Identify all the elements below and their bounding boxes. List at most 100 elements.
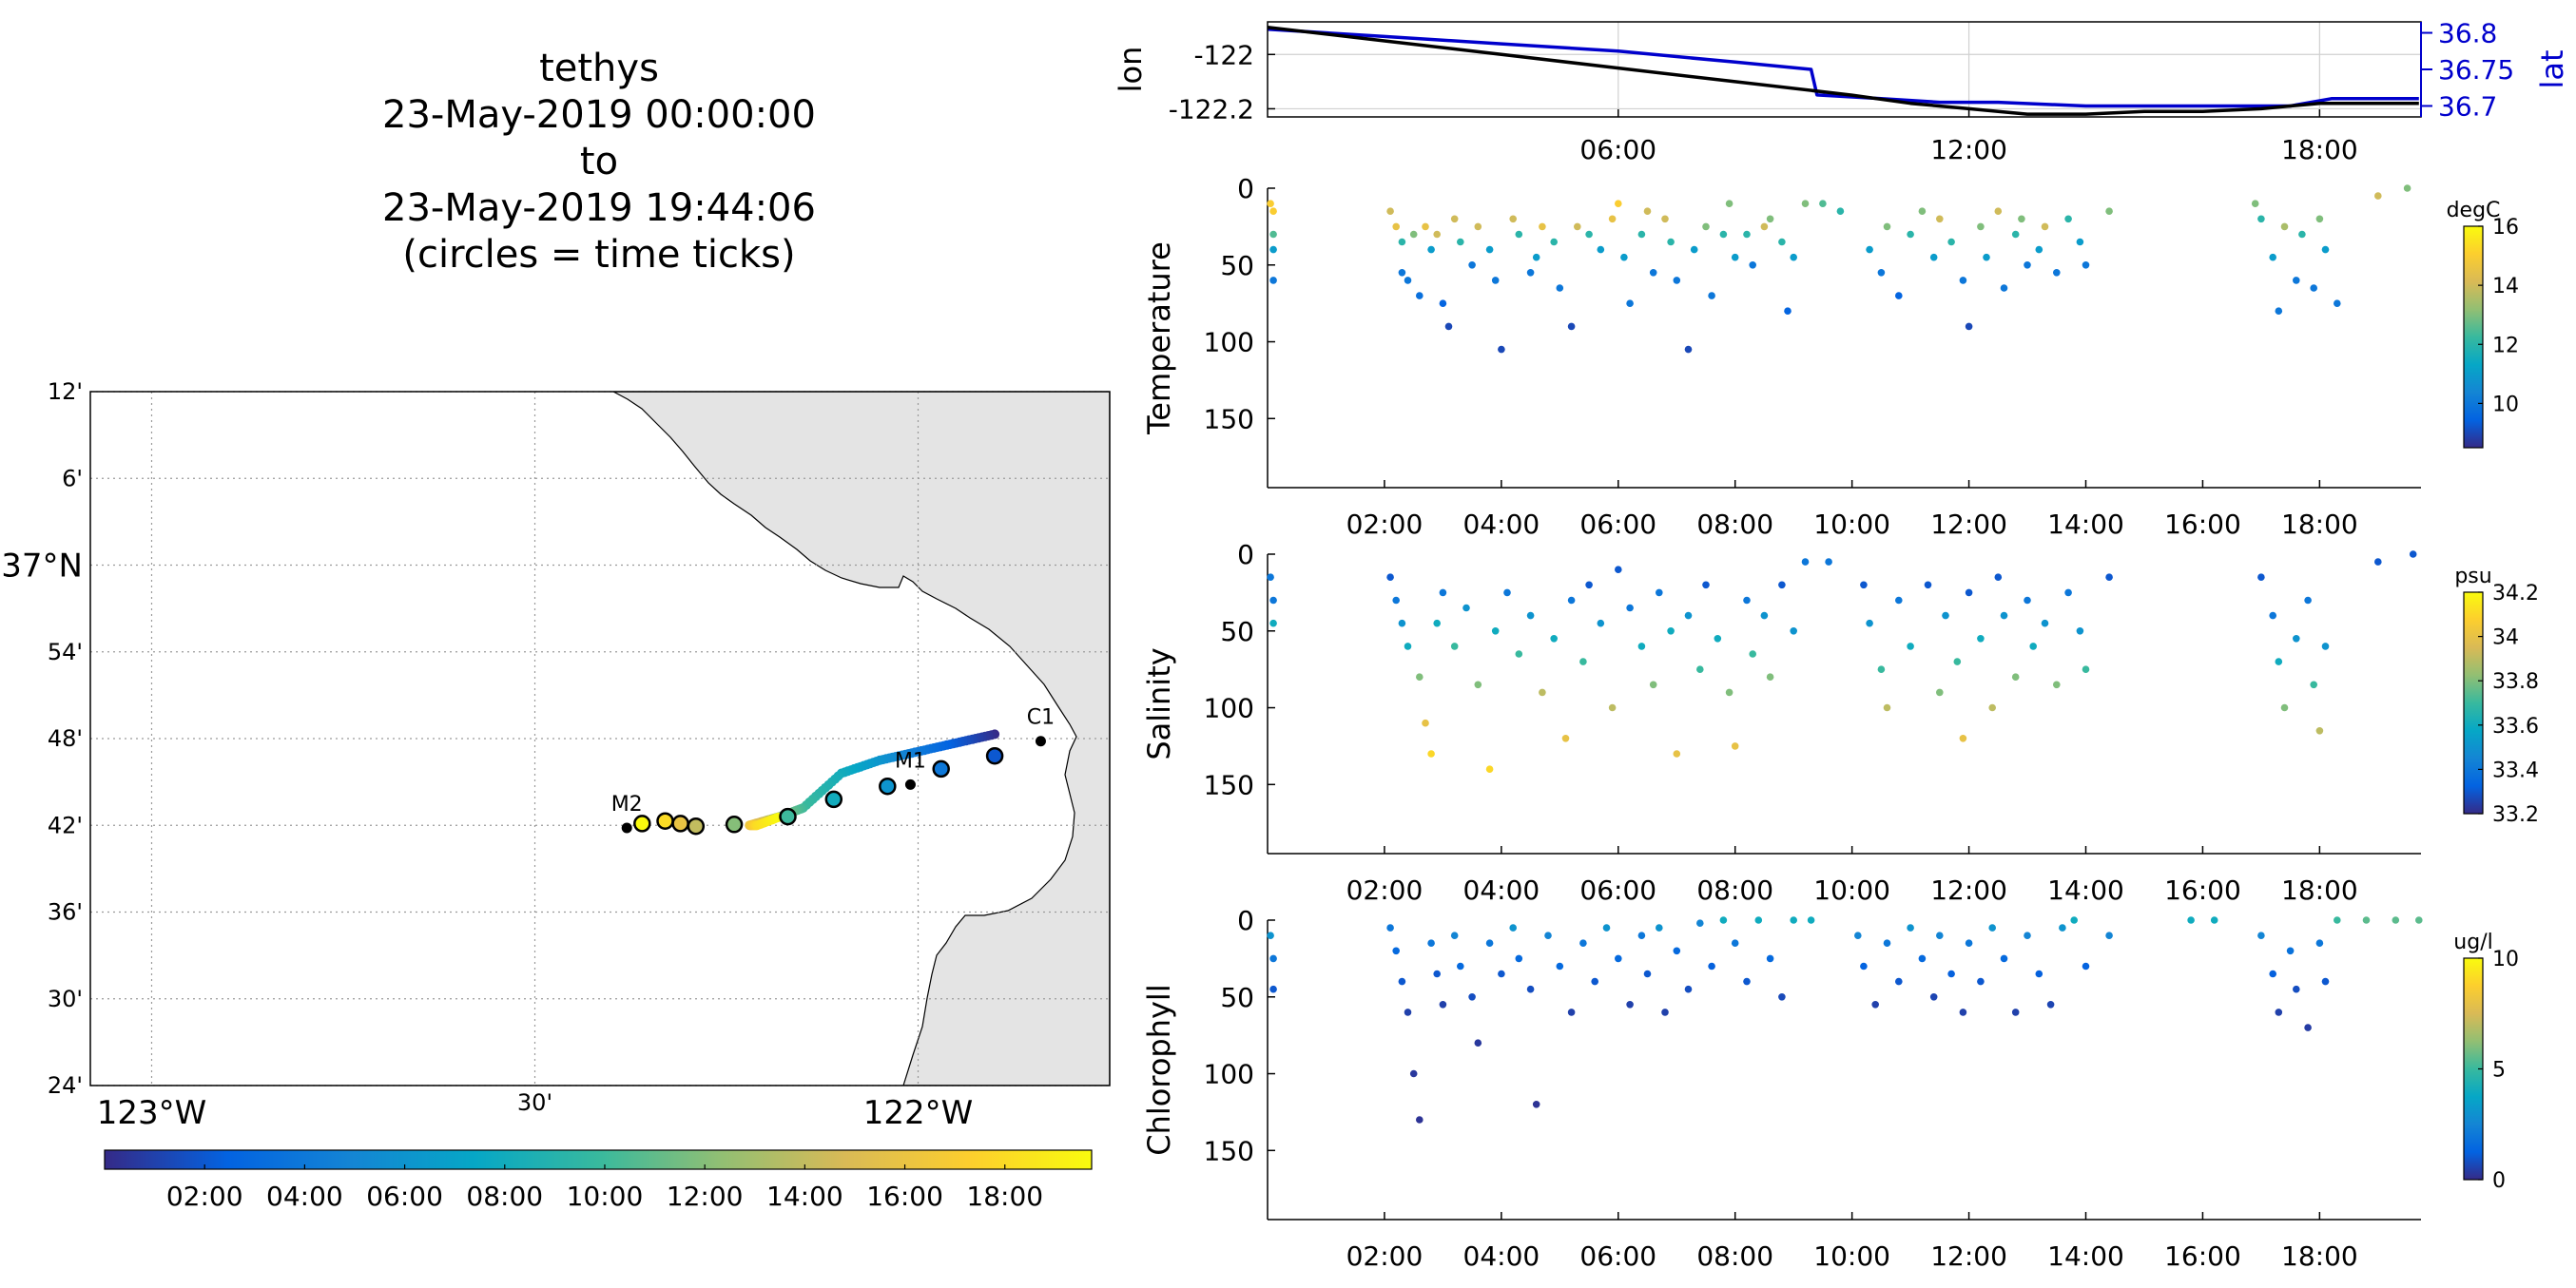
temperature-ylabel: Temperature <box>1141 241 1177 435</box>
chlorophyll-point <box>2070 916 2078 924</box>
chlorophyll-point <box>1907 924 1914 932</box>
chlorophyll-colorbar-tick-label: 10 <box>2492 948 2519 971</box>
lonlat-ytick-label: -122.2 <box>1169 93 1254 125</box>
salinity-point <box>2076 627 2084 635</box>
map-land <box>612 392 1110 1086</box>
salinity-point <box>1579 658 1587 665</box>
temperature-point <box>1778 238 1786 246</box>
chlorophyll-point <box>1696 919 1704 927</box>
temperature-point <box>1965 322 1973 331</box>
lonlat-xtick-label: 18:00 <box>2281 134 2358 165</box>
temperature-colorbar-tick-label: 16 <box>2492 216 2519 240</box>
chlorophyll-point <box>1643 970 1652 978</box>
temperature-point <box>1907 230 1914 239</box>
chlorophyll-point <box>1392 947 1400 955</box>
temperature-point <box>2024 261 2031 269</box>
temperature-point <box>1637 230 1646 239</box>
temperature-point <box>2298 230 2306 239</box>
temperature-ytick-label: 100 <box>1204 327 1254 358</box>
temperature-point <box>1450 215 1459 223</box>
salinity-point <box>1749 650 1756 658</box>
chlorophyll-point <box>1485 939 1494 947</box>
salinity-point <box>1649 681 1657 689</box>
chlorophyll-point <box>1977 977 1985 986</box>
salinity-point <box>2000 611 2008 620</box>
temperature-point <box>1498 345 1505 354</box>
chlorophyll-point <box>2035 970 2043 978</box>
salinity-point <box>2064 588 2072 597</box>
map-time-tick <box>932 759 950 779</box>
temperature-xtick-label: 16:00 <box>2164 509 2241 540</box>
map-time-tick <box>725 816 744 834</box>
chlorophyll-point <box>2275 1009 2283 1016</box>
temperature-point <box>2041 222 2049 231</box>
chlorophyll-ytick-label: 50 <box>1220 982 1254 1013</box>
lonlat-ytick-label: -122 <box>1193 39 1254 70</box>
lonlat-lines <box>1267 25 2419 116</box>
salinity-point <box>1626 604 1634 612</box>
map-ytick-label: 42' <box>48 812 83 838</box>
salinity-point <box>1462 604 1470 612</box>
temperature-point <box>1474 222 1482 231</box>
chlorophyll-point <box>1731 939 1739 947</box>
temperature-point <box>1433 230 1441 239</box>
chlorophyll-point <box>1790 916 1797 924</box>
temperature-point <box>1947 238 1955 246</box>
temperature-ytick-label: 50 <box>1220 250 1254 281</box>
salinity-point <box>1702 581 1710 589</box>
temperature-colorbar-tick-label: 14 <box>2492 275 2519 298</box>
chlorophyll-point <box>1766 954 1774 963</box>
chlorophyll-xtick-label: 18:00 <box>2281 1240 2358 1272</box>
temperature-point <box>1574 222 1581 231</box>
temperature-colorbar-tick-label: 10 <box>2492 393 2519 416</box>
salinity-point <box>2011 673 2020 681</box>
map-time-tick <box>824 790 843 809</box>
salinity-point <box>1684 611 1693 620</box>
lon-series-line <box>1267 25 2419 116</box>
salinity-point <box>1427 750 1435 758</box>
salinity-point <box>1825 558 1832 566</box>
temperature-point <box>1269 230 1277 239</box>
temperature-point <box>1416 292 1424 299</box>
temperature-point <box>1918 207 1927 215</box>
temperature-xtick-label: 02:00 <box>1346 509 1424 540</box>
map-panel: C1 M1 M2 123°W 30' 122°W 12' 6' 37°N 54' 48' 42' 36… <box>1 378 1111 1212</box>
salinity-point <box>2257 573 2265 581</box>
temperature-point <box>1620 253 1628 261</box>
salinity-point <box>2024 596 2031 605</box>
salinity-ytick-label: 150 <box>1204 769 1254 800</box>
map-colorbar-tick-label: 06:00 <box>366 1181 443 1212</box>
map-station-label: M1 <box>895 749 926 773</box>
chlorophyll-point <box>2286 947 2295 955</box>
chlorophyll-point <box>1947 970 1955 978</box>
map-time-tick <box>633 815 651 833</box>
salinity-colorbar-tick-label: 33.8 <box>2492 670 2539 694</box>
salinity-point <box>1433 619 1441 627</box>
temperature-point <box>1784 307 1792 316</box>
salinity-point <box>1866 619 1873 627</box>
title-line-end: 23-May-2019 19:44:06 <box>382 186 816 230</box>
salinity-point <box>1539 688 1546 697</box>
salinity-xtick-label: 08:00 <box>1696 875 1773 906</box>
chlorophyll-point <box>1269 985 1277 993</box>
salinity-panel: 0 50 100 150 02:00 04:00 06:00 08:00 10:00 12:00 1… <box>1141 539 2539 906</box>
salinity-point <box>1743 596 1751 605</box>
lonlat-panel: 06:00 12:00 18:00 -122 -122.2 36.8 36.75 36.7 lo… <box>1113 18 2570 165</box>
map-xtick-label: 122°W <box>863 1094 974 1132</box>
salinity-point <box>1392 596 1400 605</box>
chlorophyll-point <box>2392 916 2400 924</box>
chlorophyll-point <box>2011 1009 2020 1016</box>
salinity-point <box>1422 719 1429 727</box>
map-time-ticks <box>633 746 1004 836</box>
chlorophyll-point <box>2105 932 2113 939</box>
lonlat-y2tick-label: 36.8 <box>2438 18 2497 49</box>
temperature-point <box>2403 184 2411 192</box>
temperature-point <box>1725 200 1733 207</box>
map-station-marker <box>904 779 916 790</box>
map-colorbar-tick-label: 02:00 <box>166 1181 243 1212</box>
salinity-point <box>1267 573 1274 581</box>
temperature-point <box>2018 215 2025 223</box>
salinity-point <box>2275 658 2283 665</box>
temperature-point <box>2334 299 2341 308</box>
salinity-xtick-label: 10:00 <box>1813 875 1890 906</box>
